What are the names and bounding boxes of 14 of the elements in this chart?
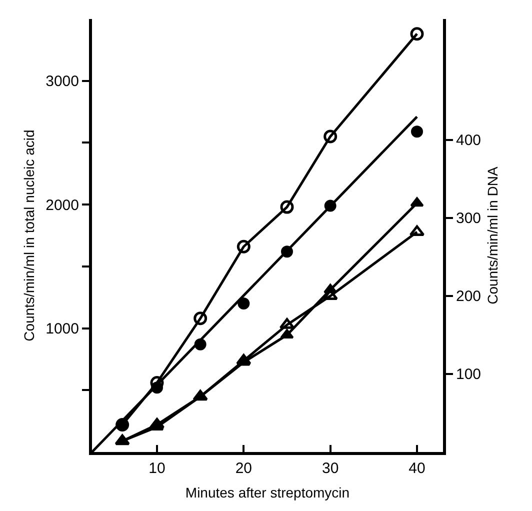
y2-tick-label: 400 <box>456 132 482 150</box>
y-tick-label: 3000 <box>46 73 79 90</box>
x-tick-label: 20 <box>235 460 252 477</box>
y2-axis-title: Counts/min/ml in DNA <box>484 166 500 304</box>
y2-tick-label: 200 <box>456 288 482 306</box>
y2-tick-label: 300 <box>456 210 482 228</box>
y-tick-label: 1000 <box>46 320 79 338</box>
x-tick-label: 40 <box>408 460 426 477</box>
x-axis-title: Minutes after streptomycin <box>185 484 350 500</box>
y2-tick-label: 100 <box>456 366 482 384</box>
y-axis-title: Counts/min/ml in total nucleic acid <box>21 130 38 342</box>
x-tick-label: 10 <box>148 460 166 477</box>
y-tick-label: 2000 <box>46 196 79 214</box>
x-tick-label: 30 <box>322 460 339 477</box>
